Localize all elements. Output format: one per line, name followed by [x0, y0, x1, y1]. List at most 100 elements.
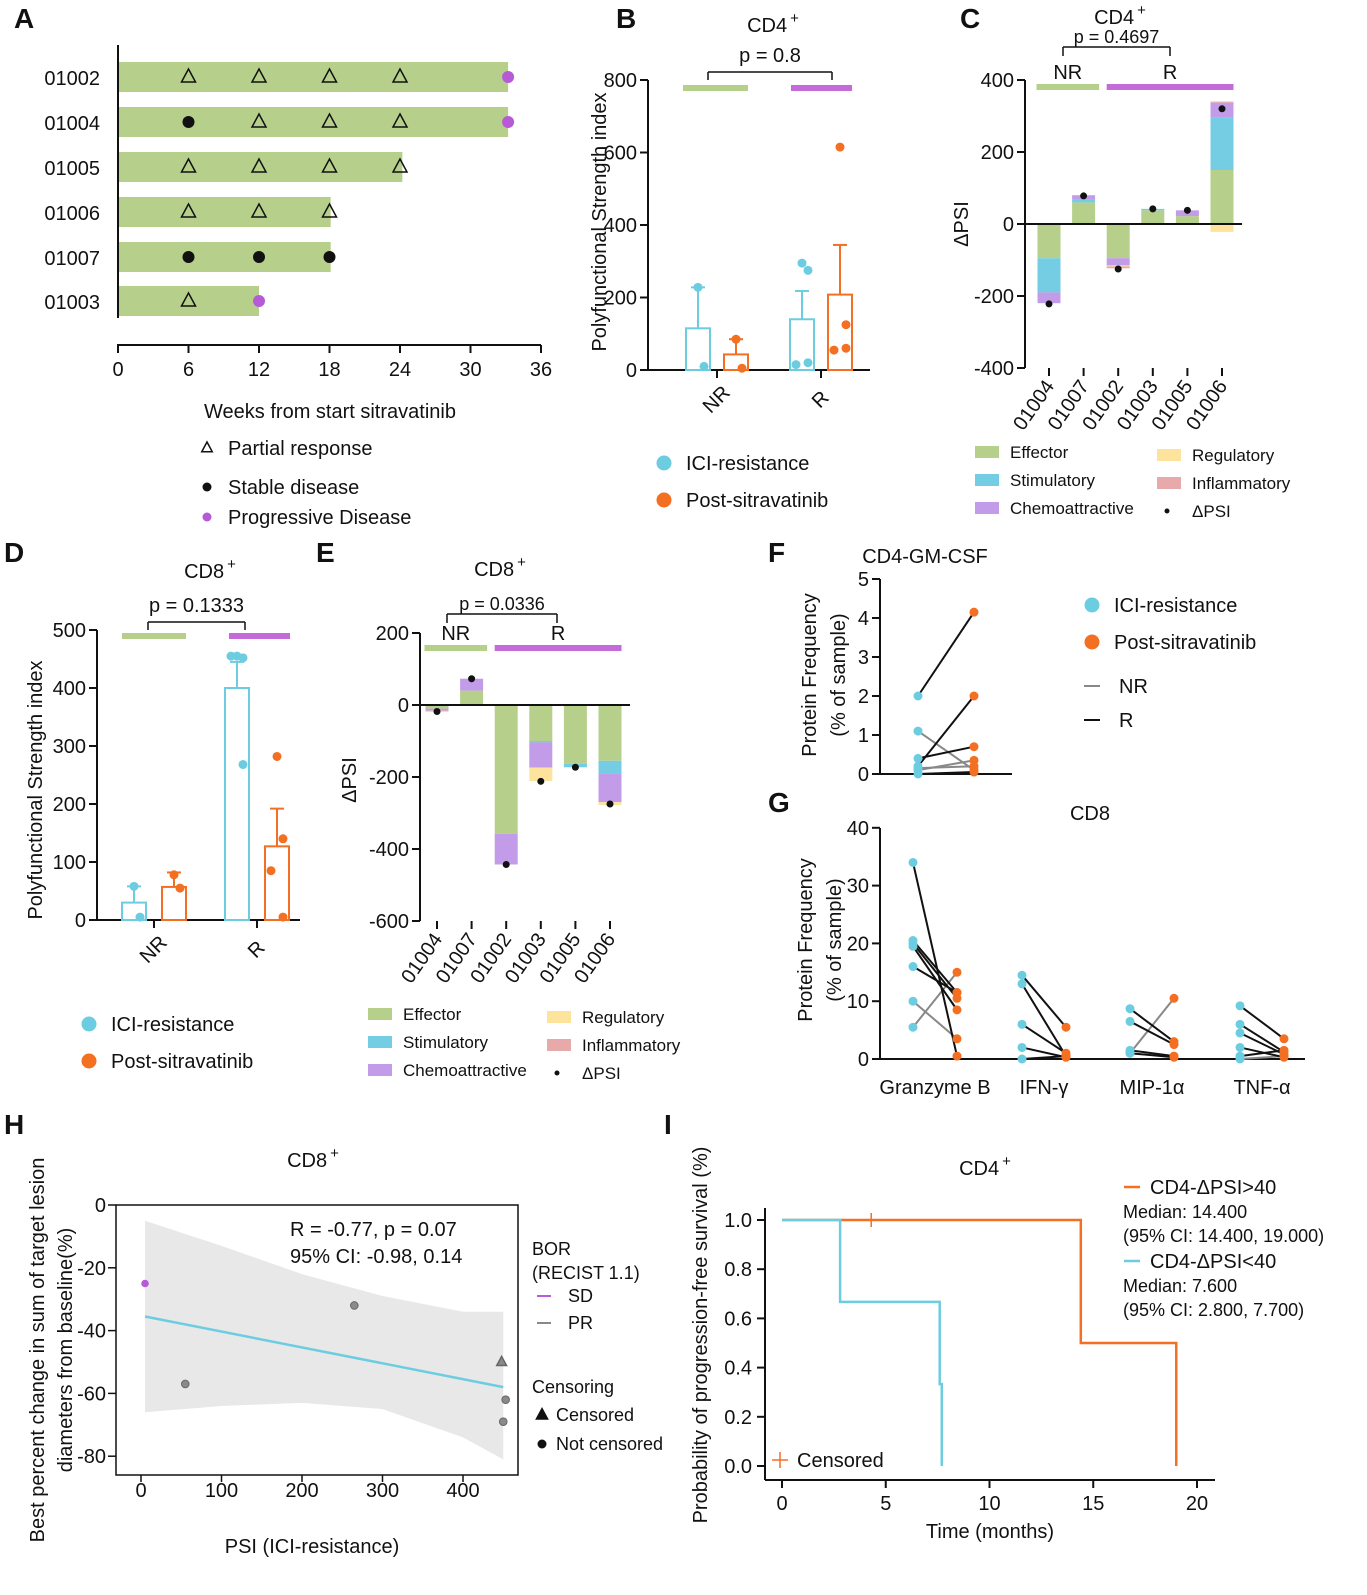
psi-y-tick-label: 0	[75, 910, 86, 932]
legend-title: Censoring	[532, 1377, 614, 1397]
frequency-y-tick-label: 5	[858, 569, 869, 591]
dpsi-y-tick-label: -200	[974, 286, 1014, 308]
chart-title: CD8 +	[287, 1145, 339, 1172]
y-axis-label: Probability of progression-free survival…	[690, 1147, 712, 1524]
group-label: NR	[1053, 62, 1082, 84]
psi-y-tick-label: 200	[53, 794, 86, 816]
legend-label: Inflammatory	[582, 1036, 681, 1055]
ici-resistance-point	[1235, 1042, 1245, 1052]
x-tick-label: 15	[1082, 1493, 1104, 1515]
data-point	[797, 258, 807, 268]
chart-title: CD4 +	[959, 1153, 1011, 1180]
patient-bar	[118, 62, 509, 92]
patient-id-label: 01006	[44, 203, 100, 225]
legend-ci: (95% CI: 14.400, 19.000)	[1123, 1226, 1324, 1246]
legend-label: ICI-resistance	[1114, 595, 1237, 617]
partial-response-icon	[250, 202, 268, 218]
ici-resistance-point	[913, 726, 923, 736]
stack-segment-effector	[1037, 224, 1061, 259]
dpsi-legend-dot	[554, 1070, 560, 1076]
data-point	[272, 751, 282, 761]
legend-label: Regulatory	[1192, 446, 1275, 465]
legend-swatch-inflammatory	[1157, 477, 1181, 489]
legend-swatch-stimulatory	[368, 1036, 392, 1048]
ici-resistance-legend-dot	[656, 455, 672, 471]
category-label: TNF-α	[1233, 1077, 1290, 1099]
data-point-pr	[498, 1417, 508, 1426]
legend-subtitle: (RECIST 1.1)	[532, 1263, 640, 1283]
plot-frame	[115, 1204, 519, 1476]
stack-segment-chemoattractive	[1106, 258, 1130, 266]
post-sitravatinib-point	[1169, 993, 1179, 1003]
confidence-interval-stats: 95% CI: -0.98, 0.14	[290, 1246, 462, 1268]
post-sitravatinib-point	[952, 988, 962, 998]
ici-resistance-point	[1235, 1028, 1245, 1038]
ici-resistance-point	[908, 941, 918, 951]
pair-line-r	[1129, 1020, 1175, 1046]
legend-label: ICI-resistance	[111, 1014, 234, 1036]
legend-label: Progressive Disease	[228, 507, 411, 529]
ici-resistance-point	[908, 857, 918, 867]
y-axis-label: (% of sample)	[828, 613, 850, 736]
dpsi-point	[1080, 192, 1088, 200]
patient-bar	[118, 286, 259, 316]
dpsi-y-tick-label: -200	[369, 767, 409, 789]
y-tick-label: -40	[77, 1321, 106, 1343]
x-tick-label: 400	[446, 1480, 479, 1502]
legend-label: ICI-resistance	[686, 453, 809, 475]
legend-dot	[1084, 634, 1100, 650]
ici-resistance-point	[913, 769, 923, 779]
legend-label: NR	[1119, 676, 1148, 698]
data-point-pr	[350, 1301, 359, 1310]
stack-segment-stimulatory	[1037, 258, 1061, 293]
partial-response-icon	[321, 112, 338, 128]
p-value-label: p = 0.4697	[1074, 27, 1160, 47]
pair-line-r	[1021, 1055, 1067, 1060]
y-axis-label: Polyfunctional Strength index	[25, 660, 47, 919]
partial-response-icon	[391, 112, 409, 128]
stack-segment-effector	[1072, 202, 1096, 224]
legend-label: Not censored	[556, 1434, 663, 1454]
patient-id-label: 01002	[44, 68, 100, 90]
y-axis-label: ΔPSI	[339, 757, 361, 803]
category-label: NR	[136, 932, 172, 968]
partial-response-icon	[180, 202, 197, 218]
frequency-y-tick-label: 0	[858, 1049, 869, 1071]
stack-segment-stimulatory	[1210, 117, 1234, 170]
partial-response-icon	[180, 67, 197, 83]
post-sitravatinib-point	[952, 1051, 962, 1061]
pair-line-r	[1239, 1005, 1285, 1040]
partial-response-icon	[180, 291, 197, 307]
y-tick-label: 0.0	[724, 1456, 752, 1478]
ici-resistance-point	[913, 691, 923, 701]
legend-label: Stimulatory	[1010, 471, 1096, 490]
group-bar-nr	[424, 645, 488, 651]
post-sitravatinib-point	[1061, 1022, 1071, 1032]
chart-title-superscript: +	[227, 556, 236, 573]
data-point	[278, 834, 288, 844]
legend-label: Post-sitravatinib	[111, 1051, 253, 1073]
group-label: NR	[441, 623, 470, 645]
dpsi-point	[1218, 105, 1226, 113]
chart-title-text: CD4	[747, 15, 787, 37]
progressive-disease-icon	[202, 512, 212, 522]
frequency-y-tick-label: 3	[858, 647, 869, 669]
dpsi-point	[1183, 206, 1191, 214]
legend-label: Stable disease	[228, 477, 359, 499]
patient-bar	[118, 152, 403, 182]
panel-label-c: C	[960, 3, 980, 34]
partial-response-icon	[250, 157, 268, 173]
dpsi-point	[1149, 205, 1157, 213]
category-label: R	[244, 937, 270, 963]
dpsi-y-tick-label: -400	[974, 358, 1014, 380]
category-label: IFN-γ	[1020, 1077, 1069, 1099]
frequency-y-tick-label: 2	[858, 686, 869, 708]
not-censored-legend-icon	[537, 1439, 547, 1449]
y-axis-label: Best percent change in sum of target les…	[27, 1158, 49, 1543]
stack-segment-stimulatory	[598, 760, 622, 774]
panel-label-e: E	[316, 537, 335, 568]
y-tick-label: 1.0	[724, 1210, 752, 1232]
psi-y-tick-label: 200	[604, 288, 637, 310]
pair-line-r	[917, 771, 975, 775]
legend-label: SD	[568, 1286, 593, 1306]
